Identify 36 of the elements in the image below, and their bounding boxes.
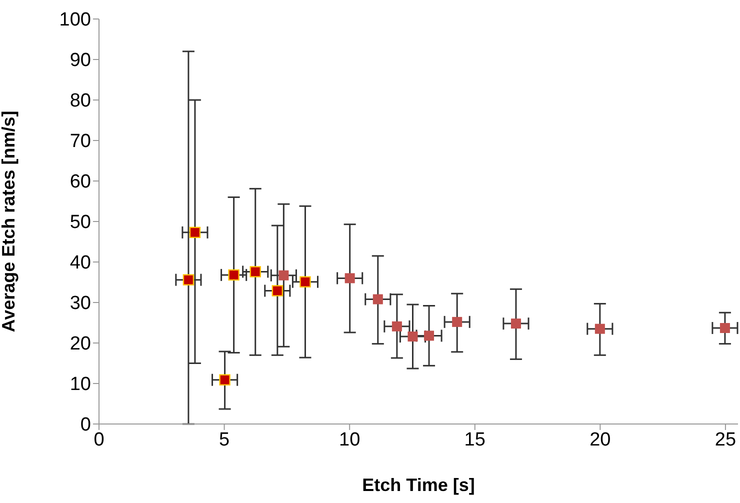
point: [344, 273, 355, 284]
point: [392, 321, 402, 332]
x-tick-label: 25: [714, 429, 736, 450]
y-tick-label: 50: [70, 212, 91, 234]
point: [228, 269, 240, 281]
point: [189, 226, 201, 238]
y-tick-label: 100: [59, 10, 91, 31]
x-tick-label: 0: [94, 429, 104, 450]
point: [372, 294, 383, 304]
y-tick-label: 20: [70, 334, 91, 355]
point: [278, 270, 289, 280]
y-tick-label: 60: [70, 172, 91, 193]
point: [720, 323, 730, 334]
x-tick-label: 10: [339, 429, 360, 450]
point: [452, 316, 462, 327]
x-tick-label: 15: [464, 429, 486, 450]
y-tick-label: 90: [70, 50, 91, 72]
point: [300, 276, 311, 288]
point: [408, 332, 418, 342]
y-tick-label: 10: [70, 374, 91, 396]
point: [594, 324, 605, 334]
y-axis-title: Average Etch rates [nm/s]: [0, 110, 18, 332]
point: [510, 318, 521, 329]
y-tick-label: 40: [70, 252, 91, 274]
x-tick-label: 5: [219, 429, 230, 450]
y-tick-label: 0: [80, 414, 91, 436]
x-axis-title: Etch Time [s]: [362, 475, 475, 495]
point: [182, 274, 194, 286]
y-tick-label: 80: [70, 90, 91, 112]
point: [272, 285, 284, 296]
y-tick-label: 30: [70, 293, 91, 314]
point: [250, 266, 261, 278]
point: [219, 374, 230, 386]
point: [424, 330, 434, 341]
x-tick-label: 20: [590, 429, 611, 450]
y-tick-label: 70: [70, 131, 91, 152]
